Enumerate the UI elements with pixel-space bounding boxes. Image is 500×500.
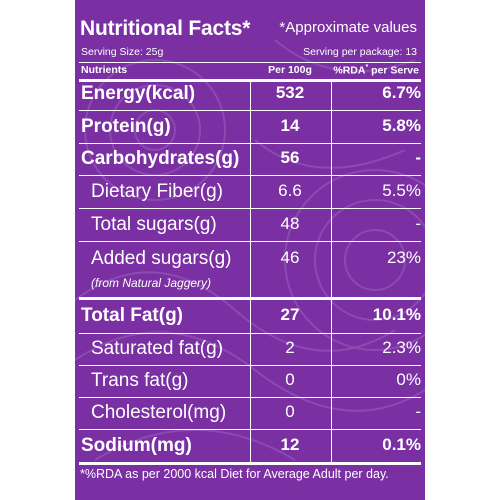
- rda-value: 10.1%: [372, 305, 421, 324]
- rda-value: 0%: [396, 370, 421, 389]
- nutrient-name: Trans fat(g): [91, 370, 189, 391]
- nutrient-name: Dietary Fiber(g): [91, 181, 223, 202]
- column-divider: [331, 79, 332, 462]
- divider: [79, 208, 421, 209]
- label-title: Nutritional Facts*: [80, 17, 251, 40]
- divider: [79, 397, 421, 398]
- nutrients-header: Nutrients: [81, 64, 128, 76]
- divider: [79, 143, 421, 144]
- per100g-value: 46: [280, 248, 300, 267]
- per100g-value: 0: [285, 402, 295, 421]
- nutrient-name: Cholesterol(mg): [91, 402, 227, 423]
- rda-value: -: [415, 148, 421, 167]
- divider: [79, 333, 421, 334]
- rda-footnote: *%RDA as per 2000 kcal Diet for Average …: [80, 467, 389, 481]
- per100g-header: Per 100g: [268, 64, 312, 76]
- rda-value: 5.5%: [382, 181, 421, 200]
- nutrient-subnote: (from Natural Jaggery): [91, 276, 212, 290]
- nutrient-name: Protein(g): [81, 116, 171, 137]
- divider: [79, 110, 421, 111]
- per100g-value: 14: [280, 116, 300, 135]
- decorative-pattern-icon: [75, 39, 425, 461]
- per100g-value: 532: [275, 83, 305, 102]
- column-divider: [250, 79, 251, 462]
- per100g-value: 0: [285, 370, 295, 389]
- nutrient-name: Carbohydrates(g): [81, 148, 240, 169]
- per100g-value: 6.6: [278, 181, 302, 200]
- divider-thick: [79, 297, 421, 300]
- per100g-value: 27: [280, 305, 300, 324]
- approximate-note: *Approximate values: [279, 19, 417, 36]
- rda-value: -: [415, 402, 421, 421]
- rda-value: -: [415, 214, 421, 233]
- nutrient-name: Added sugars(g): [91, 248, 232, 269]
- nutrition-label: Nutritional Facts* *Approximate values S…: [75, 0, 425, 500]
- serving-size: Serving Size: 25g: [81, 46, 164, 58]
- rda-value: 5.8%: [382, 116, 421, 135]
- rda-value: 0.1%: [382, 435, 421, 454]
- per100g-value: 56: [280, 148, 300, 167]
- nutrient-name: Energy(kcal): [81, 83, 196, 104]
- nutrient-name: Total Fat(g): [81, 305, 184, 326]
- divider-thick: [79, 462, 421, 465]
- rda-value: 6.7%: [382, 83, 421, 102]
- nutrient-name: Saturated fat(g): [91, 338, 224, 359]
- divider: [79, 365, 421, 366]
- divider: [79, 429, 421, 430]
- divider: [79, 175, 421, 176]
- nutrient-name: Sodium(mg): [81, 435, 192, 456]
- rda-header: %RDA* per Serve: [333, 64, 419, 77]
- serving-per-package: Serving per package: 13: [303, 46, 417, 58]
- divider: [79, 241, 421, 242]
- rda-value: 23%: [386, 248, 421, 267]
- per100g-value: 12: [280, 435, 300, 454]
- per100g-value: 2: [285, 338, 295, 357]
- per100g-value: 48: [280, 214, 300, 233]
- rda-value: 2.3%: [382, 338, 421, 357]
- divider: [79, 62, 421, 63]
- nutrient-name: Total sugars(g): [91, 214, 217, 235]
